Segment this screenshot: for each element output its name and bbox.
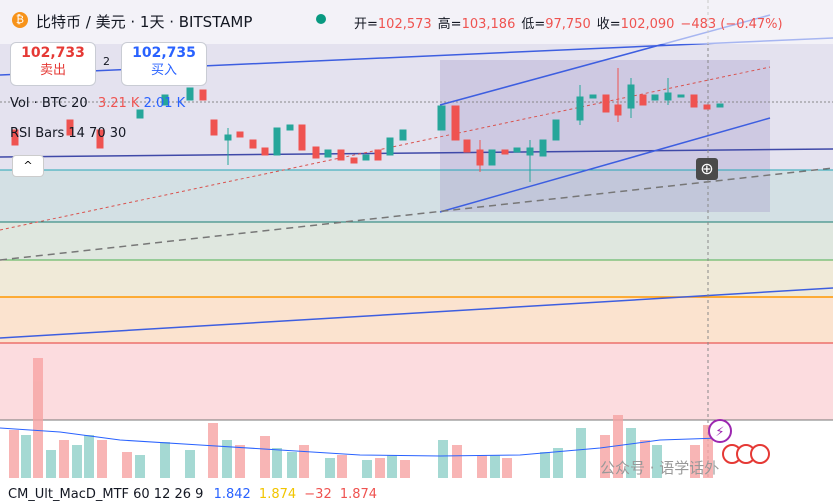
macd-pane [0,478,833,501]
zone [0,170,833,222]
macd-label: CM_Ult_MacD_MTF 60 12 26 9 [8,487,204,501]
trend-line [0,287,833,339]
volume-legend: Vol · BTC 20 3.21 K 2.01 K [10,96,185,111]
zone [0,343,833,420]
ohlc-label: 开= [354,17,378,32]
ohlc-label: 高= [437,17,462,32]
ohlc-label: 低= [521,17,546,32]
volume-down [9,358,713,478]
volume-up [21,428,662,478]
macd-value: 1.842 [213,487,251,501]
event-icon[interactable] [750,444,770,464]
candles [11,68,724,182]
macd-legend: CM_Ult_MacD_MTF 60 12 26 9 1.842 1.874 −… [8,487,377,501]
macd-value: 1.874 [258,487,297,501]
up-candles [136,78,724,182]
sell-button[interactable]: 102,733 卖出 [10,42,96,86]
sell-price: 102,733 [21,45,85,61]
legend-backdrop [0,0,833,44]
buy-label: 买入 [150,63,177,78]
sell-label: 卖出 [39,63,66,78]
crosshair-button[interactable] [696,158,718,180]
status-dot [316,14,326,24]
ohlc-value: 102,090 [620,17,675,32]
plus-icon: ⊕ [700,159,713,178]
channel-area [440,60,770,212]
ohlc-value: 97,750 [545,17,591,32]
zone [0,297,833,343]
ohlc-value: 102,573 [377,17,432,32]
volume-value: 3.21 K [97,96,140,111]
collapse-button[interactable]: ^ [12,155,44,177]
buy-button[interactable]: 102,735 买入 [121,42,207,86]
bolt: ⚡ [715,425,724,440]
btc-icon: ₿ [12,12,28,28]
dashed-line [0,167,833,261]
macd-value: −32 [304,487,332,501]
ohlc-label: 收= [596,17,621,32]
rsi-legend: RSI Bars 14 70 30 [10,126,127,141]
zone [0,260,833,297]
ohlc-value: 103,186 [461,17,516,32]
volume-value: 2.01 K [143,96,186,111]
zone [0,222,833,260]
alert-icon[interactable] [708,419,732,443]
volume-bars [9,358,713,478]
channel-line [439,117,771,213]
watermark: 公众号 · 语学话外 [600,459,720,477]
ohlc: 开=102,573 高=103,186 低=97,750 收=102,090 −483 … [354,13,783,32]
down-candles [11,68,711,172]
buy-price: 102,735 [132,45,196,61]
spread: 2 [103,55,110,68]
dotted-line [0,66,771,231]
macd-value: 1.874 [339,487,378,501]
change: −483 (−0.47%) [680,17,783,32]
trend-line [0,148,833,158]
symbol-title[interactable]: 比特币 / 美元 · 1天 · BITSTAMP [36,13,253,31]
volume-label: Vol · BTC 20 [10,96,88,111]
volume-ma [0,427,721,457]
